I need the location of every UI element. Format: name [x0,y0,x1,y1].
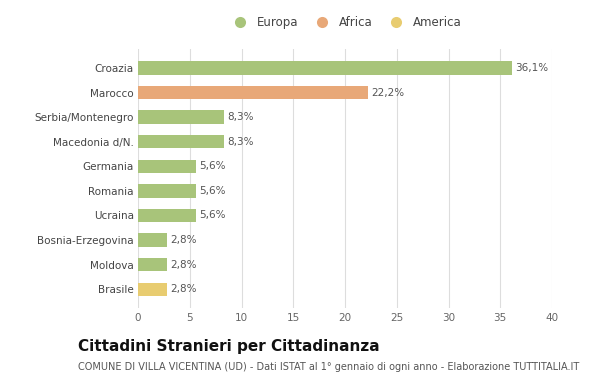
Bar [138,184,196,198]
Text: 22,2%: 22,2% [371,87,404,98]
Bar [138,258,167,271]
Bar [138,209,196,222]
Bar [138,282,167,296]
Text: COMUNE DI VILLA VICENTINA (UD) - Dati ISTAT al 1° gennaio di ogni anno - Elabora: COMUNE DI VILLA VICENTINA (UD) - Dati IS… [78,363,579,372]
Text: Cittadini Stranieri per Cittadinanza: Cittadini Stranieri per Cittadinanza [78,339,380,355]
Text: 8,3%: 8,3% [227,112,254,122]
Text: 2,8%: 2,8% [170,260,197,270]
Legend: Europa, Africa, America: Europa, Africa, America [226,14,464,32]
Bar [138,233,167,247]
Text: 36,1%: 36,1% [515,63,548,73]
Text: 8,3%: 8,3% [227,137,254,147]
Bar [138,110,224,124]
Bar [138,86,368,99]
Bar [138,61,512,75]
Bar [138,135,224,149]
Bar [138,160,196,173]
Text: 5,6%: 5,6% [199,186,226,196]
Text: 5,6%: 5,6% [199,161,226,171]
Text: 5,6%: 5,6% [199,211,226,220]
Text: 2,8%: 2,8% [170,235,197,245]
Text: 2,8%: 2,8% [170,284,197,294]
